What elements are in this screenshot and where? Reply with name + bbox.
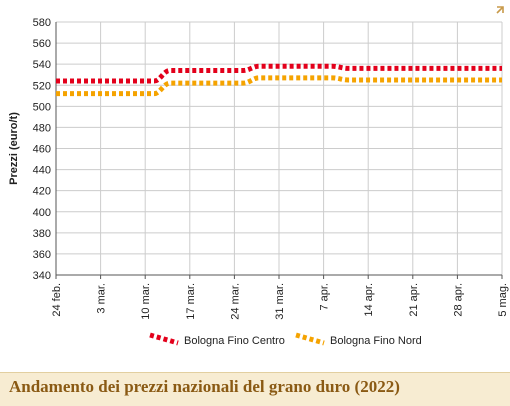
y-tick-label: 400: [33, 207, 51, 219]
x-tick-label: 10 mar.: [140, 283, 152, 320]
footer-bar: Andamento dei prezzi nazionali del grano…: [0, 372, 510, 406]
series-line-centro: [56, 63, 502, 84]
chart-caption: Andamento dei prezzi nazionali del grano…: [9, 377, 400, 396]
x-tick-label: 21 apr.: [408, 283, 420, 317]
legend-label: Bologna Fino Nord: [330, 335, 422, 347]
y-tick-label: 520: [33, 80, 51, 92]
y-tick-label: 540: [33, 59, 51, 71]
y-tick-label: 340: [33, 270, 51, 282]
y-tick-label: 460: [33, 144, 51, 156]
x-tick-label: 17 mar.: [185, 283, 197, 320]
y-tick-label: 360: [33, 249, 51, 261]
y-tick-label: 440: [33, 165, 51, 177]
legend-swatch: [149, 332, 179, 346]
y-tick-label: 420: [33, 186, 51, 198]
y-tick-label: 500: [33, 101, 51, 113]
legend-swatch: [295, 332, 325, 346]
corner-arrow-icon: [496, 6, 504, 14]
x-tick-label: 14 apr.: [363, 283, 375, 317]
x-tick-label: 7 apr.: [319, 283, 331, 311]
series-line-nord: [56, 75, 502, 97]
chart-area: 340 360 380 400 420 440 460 480 500 520 540 560 580 2…: [8, 17, 509, 347]
y-tick-label: 480: [33, 122, 51, 134]
x-tick-label: 3 mar.: [96, 283, 108, 314]
x-tick-label: 28 apr.: [452, 283, 464, 317]
y-axis-label: Prezzi (euro/t): [8, 112, 20, 185]
x-tick-label: 5 mag.: [497, 283, 509, 317]
x-tick-label: 24 mar.: [229, 283, 241, 320]
y-tick-label: 380: [33, 228, 51, 240]
legend-label: Bologna Fino Centro: [184, 335, 285, 347]
x-tick-label: 31 mar.: [274, 283, 286, 320]
price-chart: 340 360 380 400 420 440 460 480 500 520 540 560 580 2…: [8, 17, 509, 347]
x-tick-label: 24 feb.: [51, 283, 63, 317]
y-tick-label: 580: [33, 17, 51, 29]
y-tick-label: 560: [33, 38, 51, 50]
